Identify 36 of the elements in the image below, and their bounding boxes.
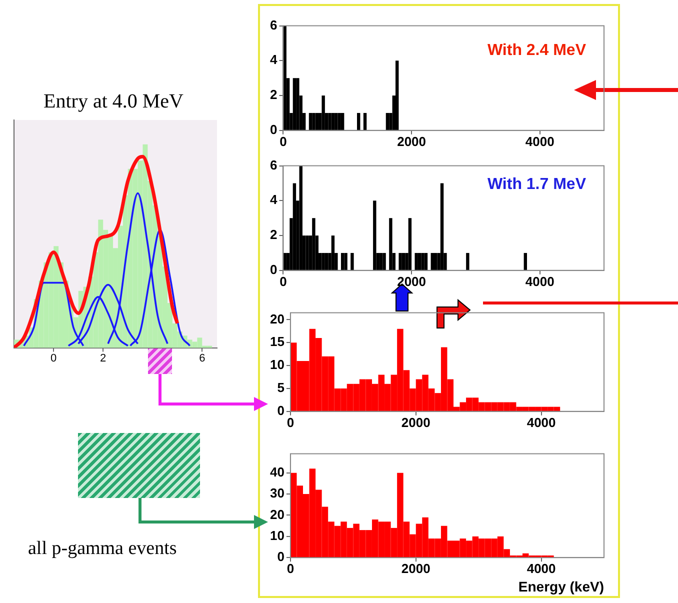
y-tick-label: 10: [270, 357, 284, 372]
x-tick-label: 0: [286, 414, 294, 430]
y-tick-label: 4: [270, 52, 278, 68]
x-tick-label: 0: [286, 560, 294, 576]
text: all p-gamma events: [28, 538, 177, 560]
y-tick-label: 0: [270, 122, 278, 137]
y-tick-label: 0: [277, 402, 284, 418]
y-tick-label: 4: [270, 192, 278, 208]
x-tick-label: 4000: [526, 560, 556, 576]
x-tick-label: 2: [100, 352, 106, 364]
x-tick-label: 4000: [525, 134, 554, 149]
chart-title: Entry at 4.0 MeV: [44, 90, 184, 112]
y-tick-label: 6: [270, 17, 278, 32]
annotation: With 2.4 MeV: [487, 42, 586, 60]
x-tick-label: 2000: [397, 274, 426, 289]
x-tick-label: 4000: [525, 274, 554, 289]
y-tick-label: 20: [270, 506, 284, 522]
annotation: With 1.7 MeV: [487, 176, 586, 194]
y-tick-label: 40: [270, 464, 284, 480]
x-tick-label: 2000: [401, 560, 430, 576]
y-tick-label: 10: [270, 528, 284, 543]
y-tick-label: 0: [270, 262, 278, 277]
x-tick-label: 2000: [401, 414, 430, 430]
x-tick-label: 6: [199, 352, 206, 364]
y-tick-label: 0: [277, 549, 284, 564]
y-tick-label: 2: [270, 87, 278, 102]
y-tick-label: 5: [277, 380, 284, 396]
x-axis-title: Energy (keV): [518, 578, 604, 594]
x-tick-label: 4000: [526, 414, 556, 430]
y-tick-label: 2: [270, 227, 278, 242]
y-tick-label: 15: [270, 334, 284, 350]
y-tick-label: 30: [270, 486, 284, 501]
y-tick-label: 20: [270, 311, 284, 326]
y-tick-label: 6: [270, 157, 278, 172]
x-tick-label: 0: [50, 352, 57, 364]
x-tick-label: 2000: [397, 134, 426, 149]
